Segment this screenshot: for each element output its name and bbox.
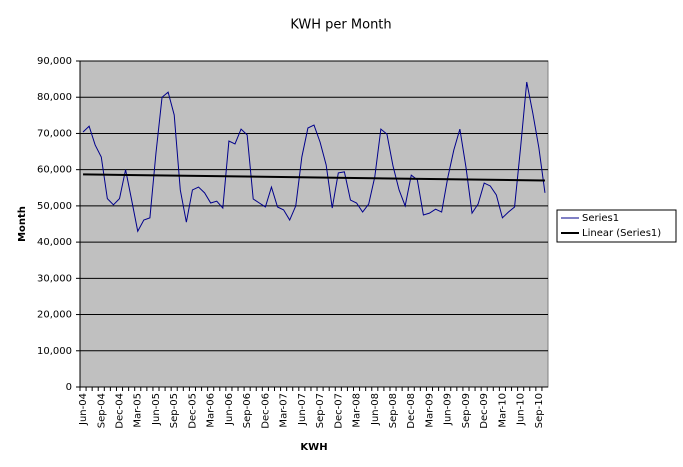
y-tick-label: 30,000 bbox=[37, 273, 72, 284]
y-tick-label: 20,000 bbox=[37, 310, 72, 321]
legend-label: Series1 bbox=[582, 213, 619, 224]
chart-title: KWH per Month bbox=[290, 18, 391, 33]
y-tick-label: 90,000 bbox=[37, 56, 72, 67]
plot-area bbox=[79, 60, 549, 388]
legend-box bbox=[556, 209, 677, 243]
x-tick-label: Mar-07 bbox=[279, 393, 290, 428]
x-tick-label: Sep-10 bbox=[534, 393, 545, 428]
x-tick-label: Sep-05 bbox=[169, 393, 180, 428]
x-tick-label: Dec-07 bbox=[333, 393, 344, 429]
x-tick-label: Jun-07 bbox=[297, 393, 308, 426]
x-tick-label: Mar-06 bbox=[206, 393, 217, 428]
y-tick-label: 60,000 bbox=[37, 165, 72, 176]
x-tick-label: Sep-06 bbox=[242, 393, 253, 428]
x-tick-label: Jun-05 bbox=[151, 393, 162, 426]
x-tick-label: Dec-05 bbox=[187, 393, 198, 429]
x-tick-label: Dec-09 bbox=[479, 393, 490, 429]
y-tick-label: 70,000 bbox=[37, 128, 72, 139]
x-tick-label: Jun-06 bbox=[224, 393, 235, 426]
x-axis-title: KWH bbox=[300, 442, 327, 453]
legend-label: Linear (Series1) bbox=[582, 228, 661, 239]
trendline bbox=[83, 173, 545, 182]
x-tick-label: Mar-09 bbox=[424, 393, 435, 428]
y-tick-label: 50,000 bbox=[37, 201, 72, 212]
y-tick-label: 10,000 bbox=[37, 346, 72, 357]
y-tick-label: 40,000 bbox=[37, 237, 72, 248]
x-tick-label: Sep-04 bbox=[96, 393, 107, 428]
y-tick-label: 80,000 bbox=[37, 92, 72, 103]
x-tick-label: Jun-04 bbox=[78, 393, 89, 426]
x-tick-label: Mar-05 bbox=[133, 393, 144, 428]
x-tick-label: Sep-09 bbox=[461, 393, 472, 428]
y-tick-label: 0 bbox=[66, 382, 72, 393]
x-tick-label: Sep-08 bbox=[388, 393, 399, 428]
series-line bbox=[82, 81, 546, 233]
x-tick-label: Mar-10 bbox=[497, 393, 508, 428]
x-tick-label: Jun-08 bbox=[370, 393, 381, 426]
x-tick-label: Dec-08 bbox=[406, 393, 417, 429]
x-tick-label: Jun-09 bbox=[443, 393, 454, 426]
x-tick-label: Jun-10 bbox=[516, 393, 527, 426]
x-tick-label: Dec-06 bbox=[260, 393, 271, 429]
x-tick-label: Dec-04 bbox=[115, 393, 126, 429]
x-tick-label: Mar-08 bbox=[352, 393, 363, 428]
x-tick-label: Sep-07 bbox=[315, 393, 326, 428]
y-axis-title: Month bbox=[17, 206, 28, 242]
